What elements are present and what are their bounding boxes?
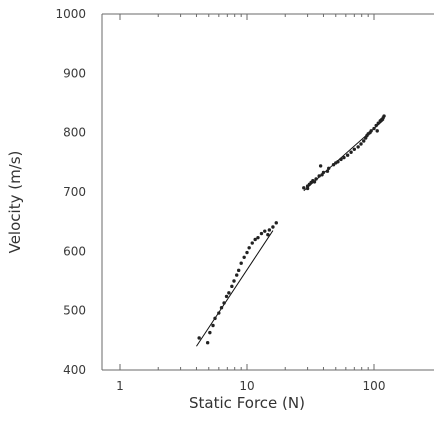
data-point [372,126,376,131]
data-point [305,186,310,191]
data-point [302,186,306,190]
data-point [197,336,201,340]
data-point [342,155,346,160]
x-tick-label: 100 [363,379,386,393]
data-point [267,228,272,232]
y-tick-label: 500 [63,304,86,318]
data-point [376,121,380,125]
data-point [222,301,226,305]
data-point [312,180,317,184]
data-point [245,250,249,255]
data-point [230,284,234,289]
x-tick-label: 10 [239,379,254,393]
data-point [263,229,267,233]
data-point [242,255,246,259]
data-point [205,341,210,345]
plot-area [101,13,434,371]
x-axis-title: Static Force (N) [189,394,305,412]
data-point [236,268,241,273]
data-point [235,273,239,277]
data-point [217,311,221,315]
data-point [224,294,229,299]
y-tick-label: 600 [63,244,86,258]
y-tick-label: 1000 [55,7,86,21]
data-point [250,241,254,245]
x-tick-label: 1 [116,379,124,393]
axis-ticks: 1 10 100 400 500 600 700 800 900 1000 [55,7,385,393]
data-point [227,291,231,295]
data-point [362,139,366,143]
data-point [247,246,251,250]
data-point [382,114,386,118]
data-point [259,231,264,236]
y-axis-title: Velocity (m/s) [6,151,24,254]
data-point [352,147,357,151]
y-tick-label: 400 [63,363,86,377]
data-point [232,279,236,283]
data-point [266,233,270,237]
data-point [320,173,324,177]
data-point [208,330,212,335]
data-point [349,150,353,154]
fit-line [196,230,274,347]
data-point [327,166,331,170]
data-point [213,316,217,321]
data-point [253,237,257,242]
data-point [271,225,275,229]
y-tick-label: 900 [63,66,86,80]
data-point [211,323,215,328]
data-point [374,123,378,128]
data-point [274,221,278,225]
y-tick-label: 800 [63,126,86,140]
data-point [368,130,372,135]
data-point [318,164,323,168]
y-tick-label: 700 [63,185,86,199]
data-point [239,261,243,265]
data-point [356,145,360,149]
data-point [345,153,350,157]
data-point [256,235,260,240]
data-point [339,157,343,162]
data-point [314,177,318,181]
data-point [325,169,330,173]
data-point [317,174,321,178]
data-point [359,142,363,146]
data-point [336,160,340,164]
data-point [375,129,379,133]
data-point [219,306,224,310]
